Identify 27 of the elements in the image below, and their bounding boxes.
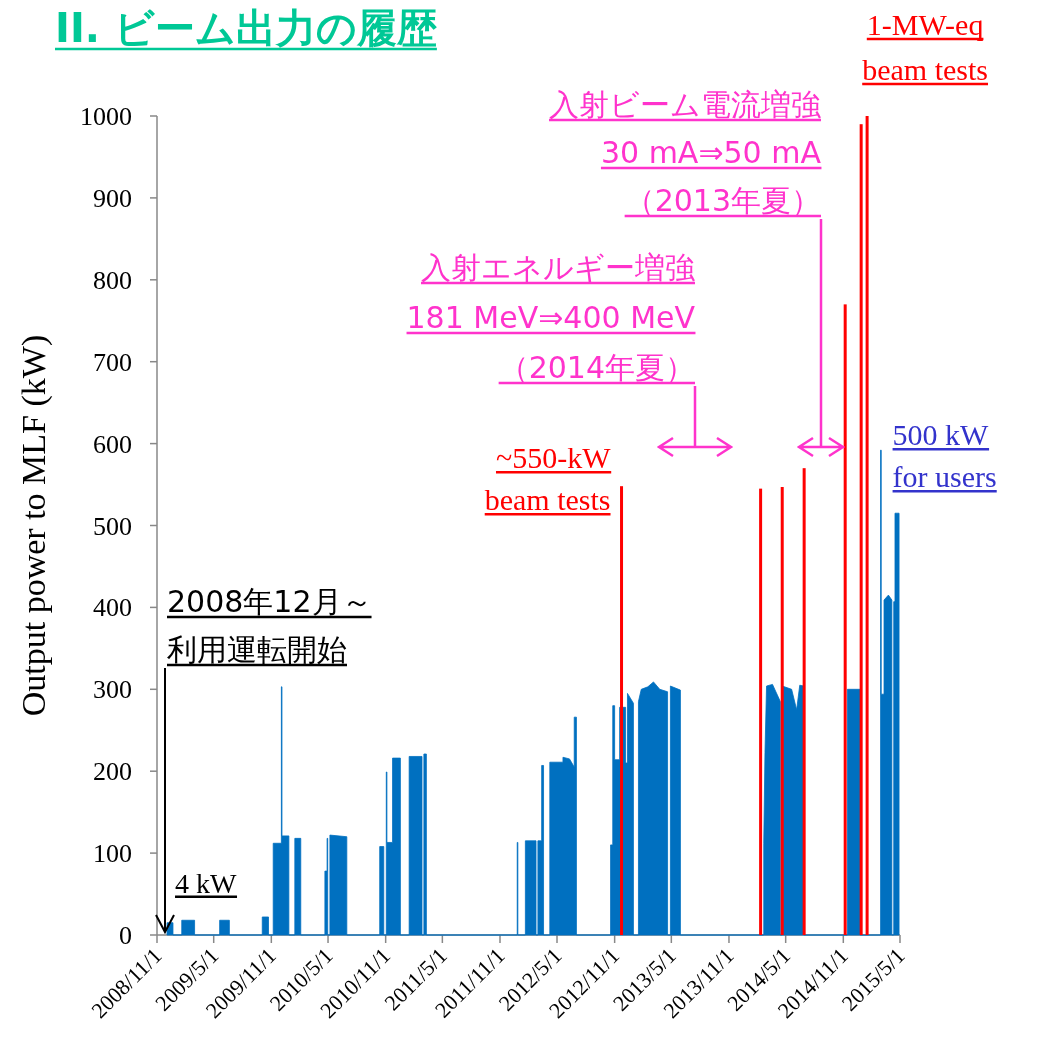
y-tick-label: 800 <box>93 265 132 295</box>
annotation: 入射ビーム電流増強 30 mA⇒50 mA （2013年夏） <box>549 87 822 218</box>
y-tick-label: 200 <box>93 757 132 787</box>
bar <box>843 304 847 935</box>
annotation: 2008年12月～利用運転開始 <box>167 584 372 667</box>
bar <box>802 468 806 935</box>
annotation: 4 kW <box>175 867 237 899</box>
bar <box>859 124 863 935</box>
y-tick-label: 1000 <box>80 102 132 131</box>
annotation: ~550-kW beam tests <box>484 441 612 517</box>
y-tick-label: 700 <box>93 347 132 377</box>
bar <box>865 116 869 935</box>
title: II. ビーム出力の履歴 <box>55 5 437 51</box>
y-tick-label: 500 <box>93 511 132 541</box>
y-tick-label: 100 <box>93 839 132 869</box>
y-tick-label: 0 <box>119 921 132 950</box>
annotation: 500 kW for users <box>892 418 997 494</box>
y-axis-title: Output power to MLF (kW) <box>15 334 53 717</box>
y-tick-label: 300 <box>93 675 132 705</box>
bar <box>759 488 763 935</box>
bar <box>620 486 624 935</box>
y-tick-label: 900 <box>93 183 132 213</box>
annotation: 入射エネルギー増強 181 MeV⇒400 MeV （2014年夏） <box>406 250 696 385</box>
bar <box>780 487 784 935</box>
annotation: 1-MW-eq beam tests <box>862 8 988 86</box>
y-tick-label: 400 <box>93 593 132 623</box>
y-tick-label: 600 <box>93 429 132 459</box>
